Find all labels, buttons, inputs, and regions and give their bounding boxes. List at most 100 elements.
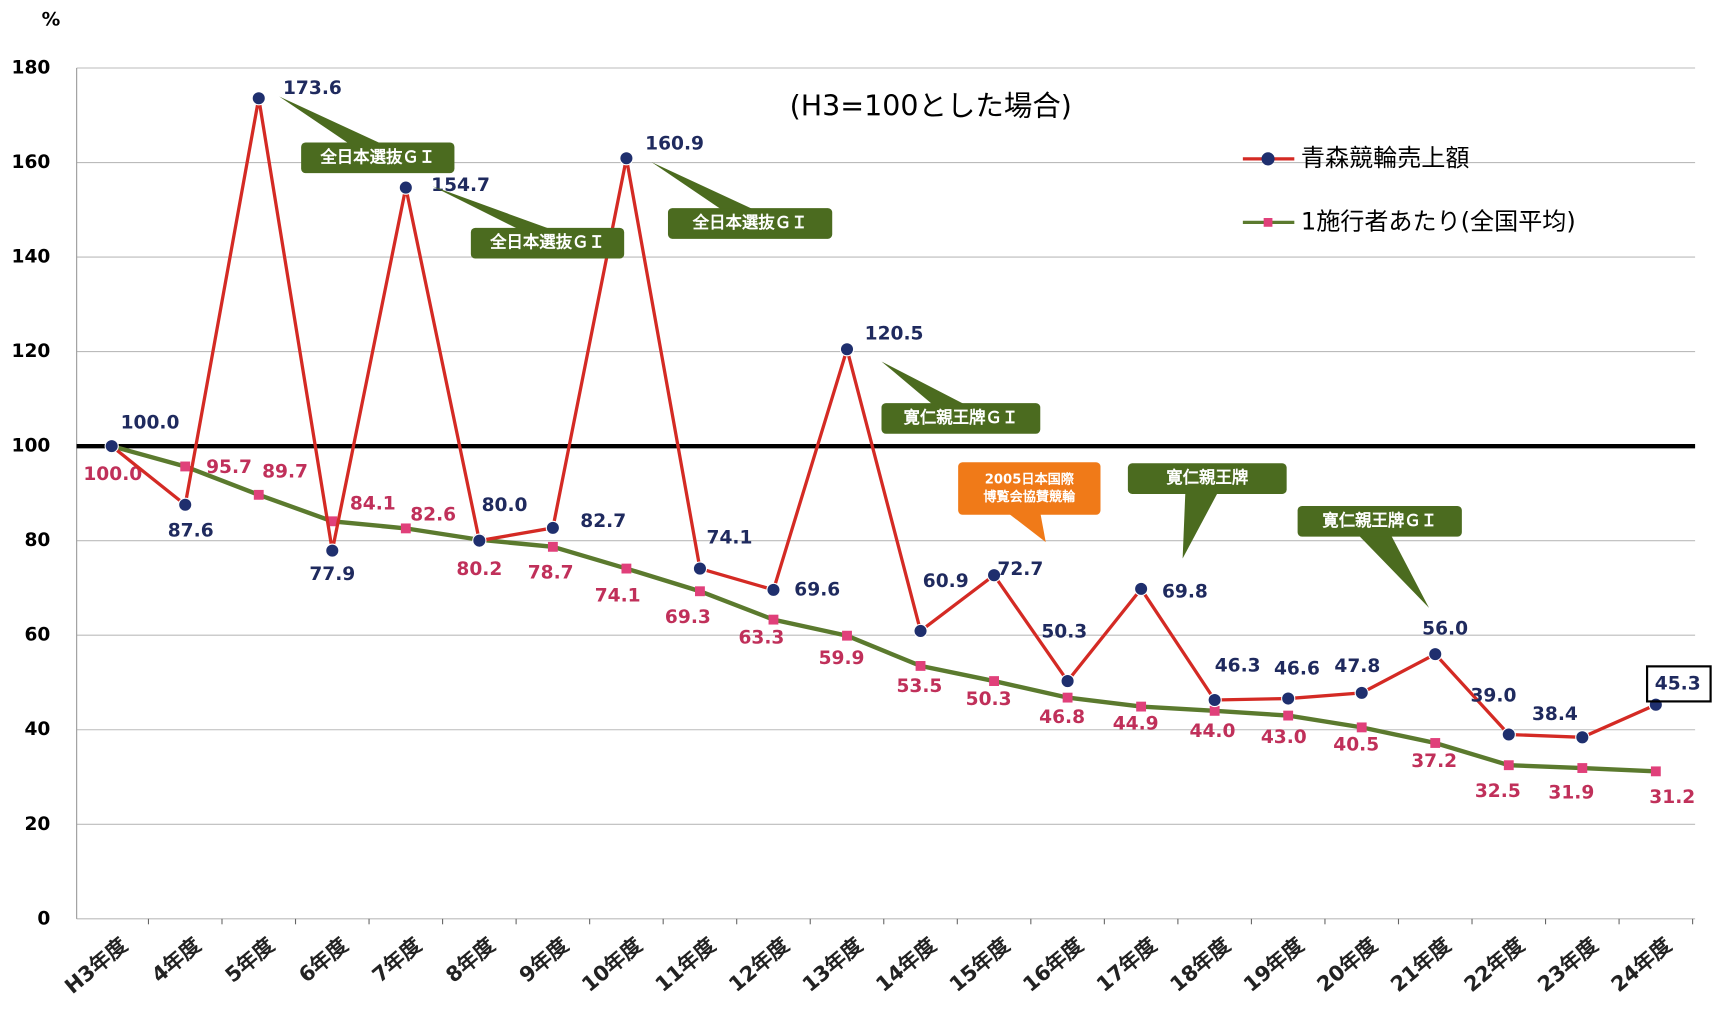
value-label: 82.7 xyxy=(580,511,626,532)
value-label: 38.4 xyxy=(1532,704,1578,725)
callout: 寛仁親王牌ＧＩ xyxy=(1297,506,1462,608)
series-line xyxy=(110,97,1657,739)
series-line xyxy=(111,444,1656,774)
value-label: 72.7 xyxy=(997,559,1043,580)
subtitle: (H3=100とした場合) xyxy=(790,89,1072,122)
value-label: 69.8 xyxy=(1162,582,1208,603)
value-label: 50.3 xyxy=(1041,621,1087,642)
data-point xyxy=(180,461,191,472)
legend-marker xyxy=(1263,218,1273,227)
data-point xyxy=(104,439,119,454)
x-tick-label: 6年度 xyxy=(294,933,353,988)
value-label: 31.9 xyxy=(1548,783,1594,804)
y-tick-label: 40 xyxy=(24,719,50,740)
value-label: 46.3 xyxy=(1215,656,1261,677)
value-label: 120.5 xyxy=(865,323,924,344)
x-tick-label: 23年度 xyxy=(1533,933,1603,997)
value-label: 31.2 xyxy=(1649,787,1695,808)
value-label: 78.7 xyxy=(528,563,574,584)
data-point xyxy=(1209,705,1220,716)
value-label: 160.9 xyxy=(645,134,704,155)
value-label: 80.0 xyxy=(482,495,528,516)
data-point xyxy=(839,342,855,357)
callout-tail xyxy=(881,361,967,406)
data-point xyxy=(1283,710,1294,721)
callout-tail xyxy=(432,186,553,231)
value-label: 56.0 xyxy=(1422,618,1468,639)
x-tick-label: 7年度 xyxy=(368,933,427,988)
x-tick-label: 17年度 xyxy=(1092,933,1162,997)
callout: 寛仁親王牌 xyxy=(1127,463,1287,559)
data-point xyxy=(1575,730,1590,745)
data-point xyxy=(1281,691,1296,706)
x-tick-label: 10年度 xyxy=(577,933,647,997)
data-point xyxy=(400,523,411,534)
data-point xyxy=(1060,673,1075,689)
value-label: 47.8 xyxy=(1334,656,1380,677)
callout-box xyxy=(470,227,625,259)
data-point xyxy=(621,563,632,574)
callout: 全日本選抜ＧＩ xyxy=(279,96,455,174)
callout: 2005日本国際博覧会協賛競輪 xyxy=(958,462,1101,543)
data-point xyxy=(398,180,413,195)
callout-text: 寛仁親王牌ＧＩ xyxy=(903,408,1018,427)
callout-text: 2005日本国際博覧会協賛競輪 xyxy=(983,470,1076,505)
x-tick-label: 19年度 xyxy=(1239,933,1309,997)
data-point xyxy=(619,151,634,166)
data-point xyxy=(768,614,779,625)
callout-text: 寛仁親王牌 xyxy=(1166,468,1249,487)
value-label: 154.7 xyxy=(431,175,490,196)
data-point xyxy=(1354,685,1369,700)
value-label: 173.6 xyxy=(283,78,342,99)
value-label: 82.6 xyxy=(410,505,456,526)
value-label: 95.7 xyxy=(206,457,252,478)
value-label: 69.6 xyxy=(794,579,840,600)
data-point xyxy=(1501,727,1516,742)
legend-marker xyxy=(1261,152,1275,166)
x-tick-label: 4年度 xyxy=(147,933,206,988)
data-point xyxy=(1577,763,1588,773)
value-label: 45.3 xyxy=(1655,673,1701,694)
x-tick-label: 12年度 xyxy=(724,933,794,997)
x-tick-label: 13年度 xyxy=(798,933,868,997)
callout-text: 全日本選抜ＧＩ xyxy=(319,147,435,166)
data-point xyxy=(472,533,487,548)
x-tick-label: 15年度 xyxy=(945,933,1015,997)
callout-tail xyxy=(651,162,756,211)
data-point xyxy=(545,520,560,536)
value-label: 44.0 xyxy=(1190,721,1236,742)
value-label: 77.9 xyxy=(309,564,355,585)
x-tick-label: 8年度 xyxy=(441,933,500,988)
callout-text: 全日本選抜ＧＩ xyxy=(489,233,605,252)
x-tick-label: 14年度 xyxy=(871,933,941,997)
x-tick-label: 22年度 xyxy=(1460,933,1530,997)
callout-tail xyxy=(1007,512,1046,543)
data-point xyxy=(1428,647,1443,662)
value-label: 44.9 xyxy=(1113,714,1159,735)
value-label: 59.9 xyxy=(819,648,865,669)
data-point xyxy=(327,516,338,527)
value-label: 53.5 xyxy=(896,676,942,697)
value-label: 50.3 xyxy=(966,689,1012,710)
value-label: 100.0 xyxy=(121,413,180,434)
value-label: 63.3 xyxy=(738,628,784,649)
legend-label: 青森競輪売上額 xyxy=(1301,144,1470,172)
x-tick-label: 9年度 xyxy=(515,933,574,988)
callout-text-line: 博覧会協賛競輪 xyxy=(983,488,1076,505)
callout: 全日本選抜ＧＩ xyxy=(432,186,625,259)
data-point xyxy=(695,586,705,597)
y-tick-label: 80 xyxy=(24,530,50,551)
callout-box xyxy=(1127,463,1287,494)
value-label: 74.1 xyxy=(595,585,641,606)
data-point xyxy=(1356,722,1367,733)
data-point xyxy=(1430,738,1441,748)
y-axis-label: % xyxy=(42,9,61,30)
legend-label: 1施行者あたり(全国平均) xyxy=(1301,207,1576,235)
x-tick-label: H3年度 xyxy=(60,933,132,999)
value-label: 39.0 xyxy=(1470,686,1516,707)
value-label: 69.3 xyxy=(665,607,711,628)
y-tick-label: 0 xyxy=(37,908,50,929)
data-point xyxy=(766,582,781,597)
data-point xyxy=(178,497,193,512)
